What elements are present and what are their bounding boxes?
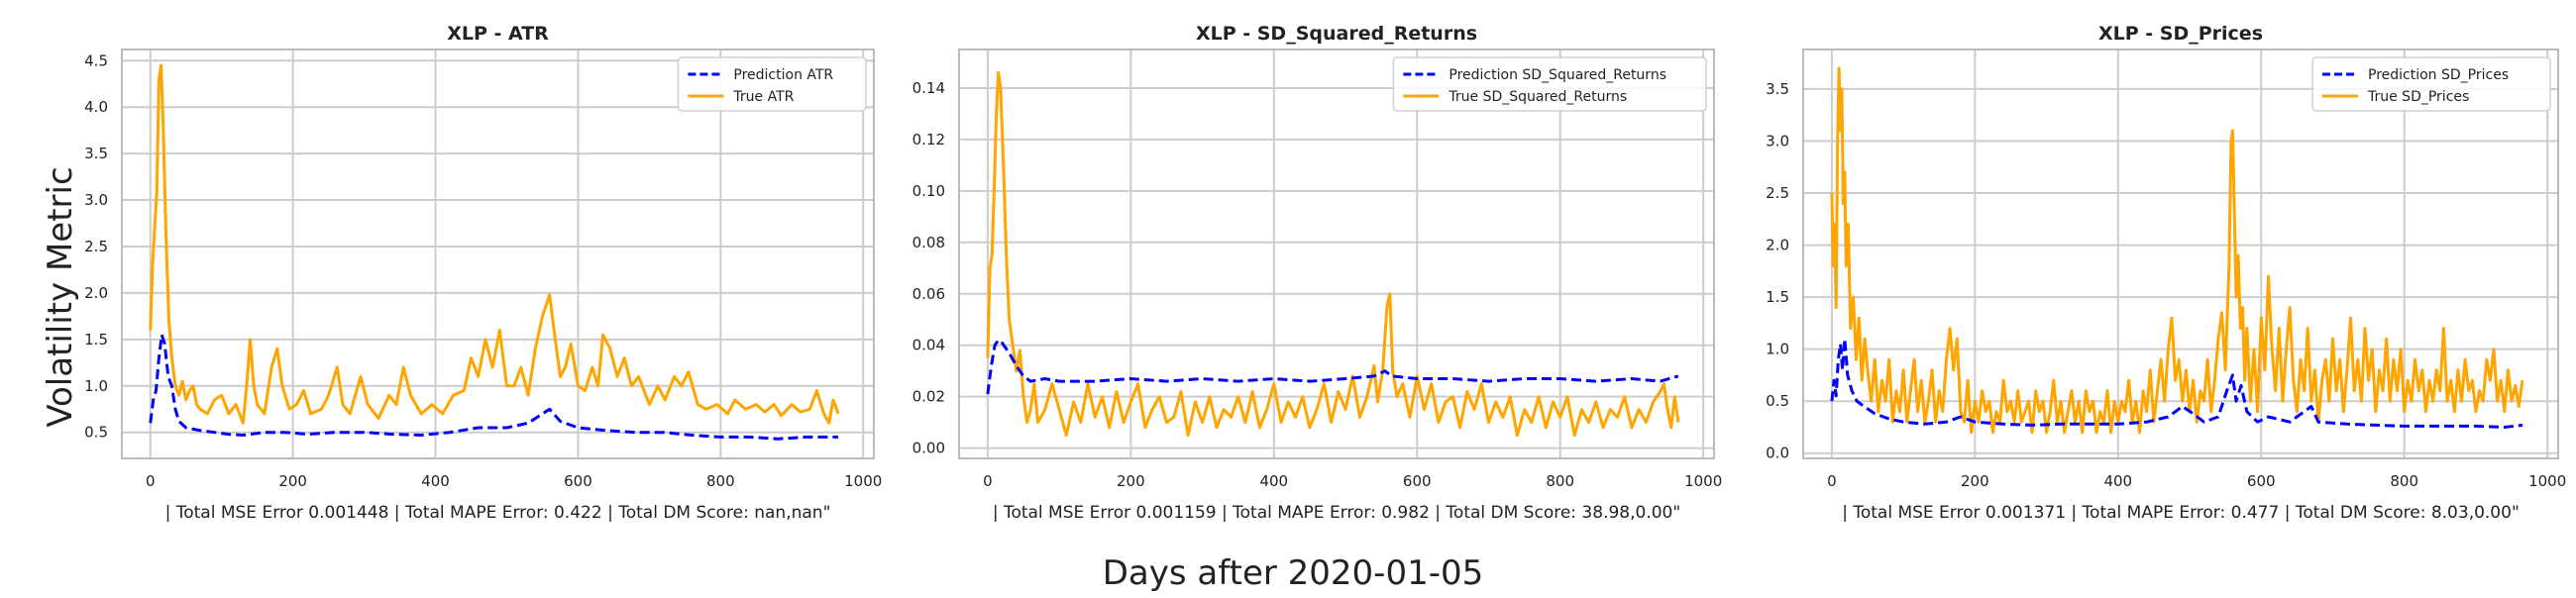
series-line-true bbox=[1830, 66, 2524, 435]
x-tick-label: 800 bbox=[1546, 472, 1574, 490]
figure-ylabel: Volatility Metric bbox=[41, 166, 80, 427]
legend-entry: True SD_Squared_Returns bbox=[1448, 89, 1627, 105]
plot-frame bbox=[958, 49, 1715, 459]
plot-frame bbox=[121, 49, 875, 459]
series-group bbox=[986, 70, 1680, 438]
y-tick-label: 1.0 bbox=[1766, 341, 1789, 358]
y-tick-label: 2.0 bbox=[1766, 237, 1789, 254]
y-tick-label: 0.08 bbox=[912, 234, 945, 251]
series-group bbox=[149, 63, 840, 441]
x-tick-label: 200 bbox=[1961, 472, 1989, 490]
y-tick-label: 3.0 bbox=[1766, 132, 1789, 150]
chart-panel-1: 0 200 400 600 800 1000 0.5 1.0 1.5 2.0 2.5 3.0 3.5 4.… bbox=[84, 23, 882, 523]
y-tick-label: 0.04 bbox=[912, 337, 945, 354]
legend-entry: Prediction SD_Squared_Returns bbox=[1449, 67, 1666, 83]
y-tick-label: 0.5 bbox=[84, 424, 108, 442]
x-axis-label: | Total MSE Error 0.001448 | Total MAPE … bbox=[165, 503, 831, 523]
y-tick-label: 0.00 bbox=[912, 440, 945, 457]
y-tick-label: 0.06 bbox=[912, 285, 945, 303]
series-line-true bbox=[986, 70, 1680, 438]
y-tick-label: 2.5 bbox=[84, 238, 108, 255]
x-tick-label: 600 bbox=[2247, 472, 2276, 490]
legend-box bbox=[677, 56, 867, 112]
series-line-prediction bbox=[986, 339, 1679, 395]
legend: Prediction ATR True ATR bbox=[677, 56, 867, 112]
series-group bbox=[1830, 66, 2524, 435]
x-tick-label: 1000 bbox=[844, 472, 882, 490]
x-tick-label: 600 bbox=[1403, 472, 1432, 490]
y-tick-label: 2.0 bbox=[84, 284, 108, 302]
x-tick-label: 0 bbox=[1827, 472, 1837, 490]
legend-box bbox=[2311, 56, 2551, 112]
y-tick-label: 4.5 bbox=[84, 51, 108, 69]
x-axis-label: | Total MSE Error 0.001159 | Total MAPE … bbox=[993, 503, 1680, 523]
y-tick-label: 0.10 bbox=[912, 182, 945, 200]
x-tick-label: 400 bbox=[1259, 472, 1288, 490]
plot-frame bbox=[1802, 49, 2559, 459]
y-tick-label: 0.0 bbox=[1766, 445, 1789, 462]
x-tick-label: 0 bbox=[983, 472, 993, 490]
x-tick-label: 200 bbox=[278, 472, 307, 490]
series-line-true bbox=[149, 63, 840, 425]
x-tick-label: 0 bbox=[146, 472, 156, 490]
x-tick-label: 400 bbox=[421, 472, 450, 490]
legend: Prediction SD_Prices True SD_Prices bbox=[2311, 56, 2551, 112]
y-tick-label: 1.0 bbox=[84, 377, 108, 395]
y-tick-label: 0.02 bbox=[912, 388, 945, 406]
x-tick-label: 400 bbox=[2103, 472, 2132, 490]
series-line-prediction bbox=[1830, 337, 2523, 429]
y-tick-label: 3.5 bbox=[1766, 80, 1789, 98]
y-tick-label: 3.5 bbox=[84, 145, 108, 162]
x-tick-label: 600 bbox=[564, 472, 592, 490]
y-tick-label: 0.14 bbox=[912, 79, 945, 97]
chart-title: XLP - SD_Squared_Returns bbox=[1196, 23, 1477, 45]
x-tick-label: 1000 bbox=[1684, 472, 1722, 490]
y-tick-label: 0.5 bbox=[1766, 392, 1789, 410]
x-axis-label: | Total MSE Error 0.001371 | Total MAPE … bbox=[1842, 503, 2520, 523]
y-tick-label: 1.5 bbox=[84, 331, 108, 349]
y-tick-label: 3.0 bbox=[84, 191, 108, 209]
chart-title: XLP - SD_Prices bbox=[2098, 23, 2263, 45]
legend-entry: Prediction ATR bbox=[733, 67, 833, 83]
series-line-prediction bbox=[149, 333, 838, 441]
legend: Prediction SD_Squared_Returns True SD_Squ… bbox=[1392, 56, 1707, 112]
legend-entry: True SD_Prices bbox=[2367, 89, 2469, 105]
x-tick-label: 1000 bbox=[2528, 472, 2566, 490]
legend-entry: Prediction SD_Prices bbox=[2368, 67, 2509, 83]
chart-panel-3: 0 200 400 600 800 1000 0.0 0.5 1.0 1.5 2.0 2.5 3.0 3.… bbox=[1766, 23, 2566, 523]
chart-panel-2: 0 200 400 600 800 1000 0.00 0.02 0.04 0.06 0.08 0.1… bbox=[912, 23, 1723, 523]
figure-xlabel: Days after 2020-01-05 bbox=[1103, 553, 1484, 593]
x-tick-label: 800 bbox=[2390, 472, 2418, 490]
y-tick-label: 2.5 bbox=[1766, 184, 1789, 202]
x-tick-label: 800 bbox=[706, 472, 735, 490]
chart-title: XLP - ATR bbox=[447, 23, 549, 45]
legend-box bbox=[1392, 56, 1707, 112]
y-tick-label: 1.5 bbox=[1766, 288, 1789, 306]
legend-entry: True ATR bbox=[732, 89, 794, 105]
x-tick-label: 200 bbox=[1117, 472, 1145, 490]
y-tick-label: 0.12 bbox=[912, 131, 945, 149]
y-tick-label: 4.0 bbox=[84, 98, 108, 116]
